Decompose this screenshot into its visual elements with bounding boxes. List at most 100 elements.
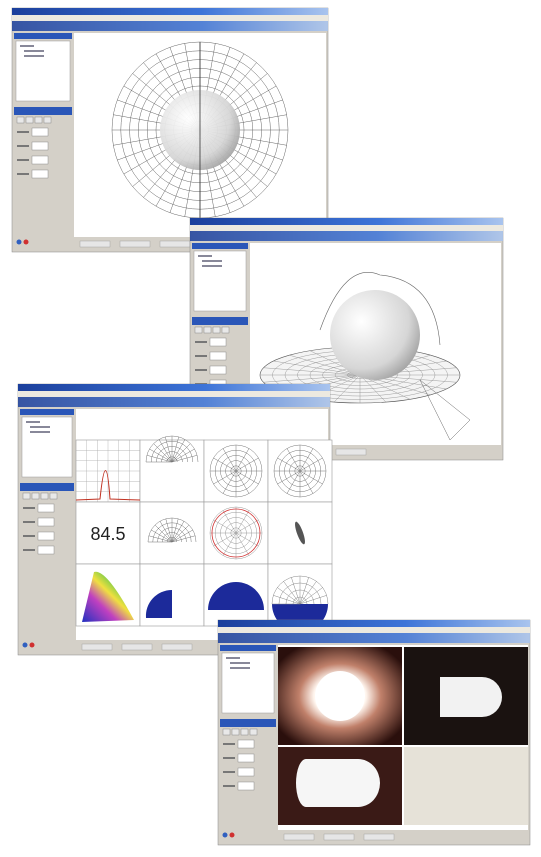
- polar-spoke: [222, 510, 237, 534]
- input-field: [31, 169, 49, 179]
- disc-spoke: [359, 374, 387, 403]
- polar-spoke: [151, 529, 173, 543]
- input-field: [37, 503, 55, 513]
- sphere: [330, 290, 420, 380]
- input-field: [237, 753, 255, 763]
- readout-value: 84.5: [90, 524, 125, 544]
- status-bar: [76, 642, 328, 652]
- tool-button: [212, 326, 221, 334]
- tool-button: [25, 116, 34, 124]
- polar-spoke: [213, 532, 237, 547]
- status-field: [363, 833, 395, 841]
- input-field: [237, 781, 255, 791]
- input-field: [31, 155, 49, 165]
- menu-bar: [12, 15, 328, 21]
- tool-button: [231, 728, 240, 736]
- plot-cell: [75, 501, 141, 565]
- tool-button: [31, 492, 40, 500]
- polar-spoke: [171, 535, 196, 543]
- polar-spoke: [299, 577, 309, 605]
- polar-spoke: [277, 457, 301, 472]
- tool-button: [222, 728, 231, 736]
- polar-spoke: [299, 595, 327, 605]
- status-field: [121, 643, 153, 651]
- title-bar: [12, 8, 328, 15]
- disc-spoke: [289, 355, 361, 376]
- polar-spoke: [165, 518, 173, 543]
- polar-spoke: [283, 581, 301, 605]
- input-field: [31, 141, 49, 151]
- tool-button: [249, 728, 258, 736]
- input-field: [37, 517, 55, 527]
- field-label: [223, 785, 235, 787]
- app-window: [11, 7, 329, 253]
- panel-header: [20, 409, 74, 415]
- panel-header: [20, 483, 74, 491]
- panel-header: [14, 33, 72, 39]
- polar-spoke: [171, 436, 179, 463]
- polar-spoke: [299, 587, 323, 605]
- toolbar: [218, 633, 530, 643]
- field-label: [23, 535, 35, 537]
- polar-spoke: [277, 587, 301, 605]
- field-label: [17, 173, 29, 175]
- input-field: [31, 127, 49, 137]
- polar-spoke: [171, 439, 186, 463]
- disc-spoke: [263, 374, 361, 383]
- tool-button: [34, 116, 43, 124]
- polar-spoke: [299, 581, 317, 605]
- tree-item: [202, 265, 222, 267]
- polar-spoke: [171, 524, 190, 543]
- tool-button: [43, 116, 52, 124]
- input-field: [209, 337, 227, 347]
- mesh-arc: [319, 272, 441, 346]
- tool-button: [221, 326, 230, 334]
- status-icon: [23, 239, 29, 245]
- field-label: [223, 757, 235, 759]
- polar-spoke: [154, 524, 173, 543]
- tool-button: [49, 492, 58, 500]
- polar-spoke: [165, 436, 173, 463]
- menu-bar: [218, 627, 530, 633]
- polar-spoke: [158, 439, 173, 463]
- polar-spoke: [273, 595, 301, 605]
- status-icon: [229, 832, 235, 838]
- input-field: [37, 531, 55, 541]
- tool-button: [203, 326, 212, 334]
- polar-spoke: [171, 518, 179, 543]
- tree-item: [230, 667, 250, 669]
- field-label: [23, 507, 35, 509]
- status-icon: [22, 642, 28, 648]
- menu-bar: [190, 225, 503, 231]
- status-bar: [250, 447, 501, 457]
- polar-spoke: [235, 448, 250, 472]
- polar-spoke: [146, 455, 173, 463]
- polar-spoke: [291, 577, 301, 605]
- status-field: [323, 833, 355, 841]
- toolbar: [18, 397, 330, 407]
- tool-button: [194, 326, 203, 334]
- title-bar: [218, 620, 530, 627]
- title-bar: [190, 218, 503, 225]
- status-field: [335, 448, 367, 456]
- status-icon: [222, 832, 228, 838]
- status-field: [283, 833, 315, 841]
- app-window: [217, 619, 531, 846]
- polar-spoke: [222, 470, 237, 494]
- polar-spoke: [277, 470, 301, 485]
- polar-spoke: [299, 470, 314, 494]
- mesh-wing: [419, 379, 471, 441]
- empty-panel: [404, 747, 528, 825]
- light-spot: [315, 671, 365, 721]
- polar-spoke: [299, 470, 323, 485]
- polar-spoke: [148, 535, 173, 543]
- tool-button: [240, 728, 249, 736]
- polar-spoke: [222, 532, 237, 556]
- status-field: [79, 240, 111, 248]
- tree-item: [30, 431, 50, 433]
- tree-item: [26, 421, 40, 423]
- menu-bar: [18, 391, 330, 397]
- filled-polar: [145, 589, 172, 618]
- lamp-shape: [296, 759, 380, 807]
- polar-spoke: [235, 532, 250, 556]
